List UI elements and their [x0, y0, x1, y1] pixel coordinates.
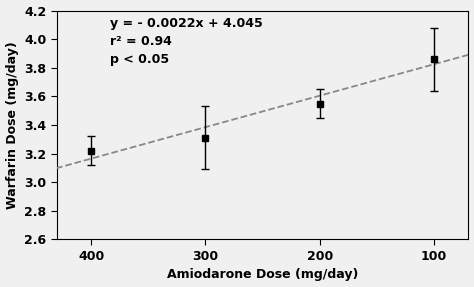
Text: y = - 0.0022x + 4.045
r² = 0.94
p < 0.05: y = - 0.0022x + 4.045 r² = 0.94 p < 0.05: [110, 18, 263, 66]
Y-axis label: Warfarin Dose (mg/day): Warfarin Dose (mg/day): [6, 41, 18, 209]
X-axis label: Amiodarone Dose (mg/day): Amiodarone Dose (mg/day): [167, 268, 358, 282]
